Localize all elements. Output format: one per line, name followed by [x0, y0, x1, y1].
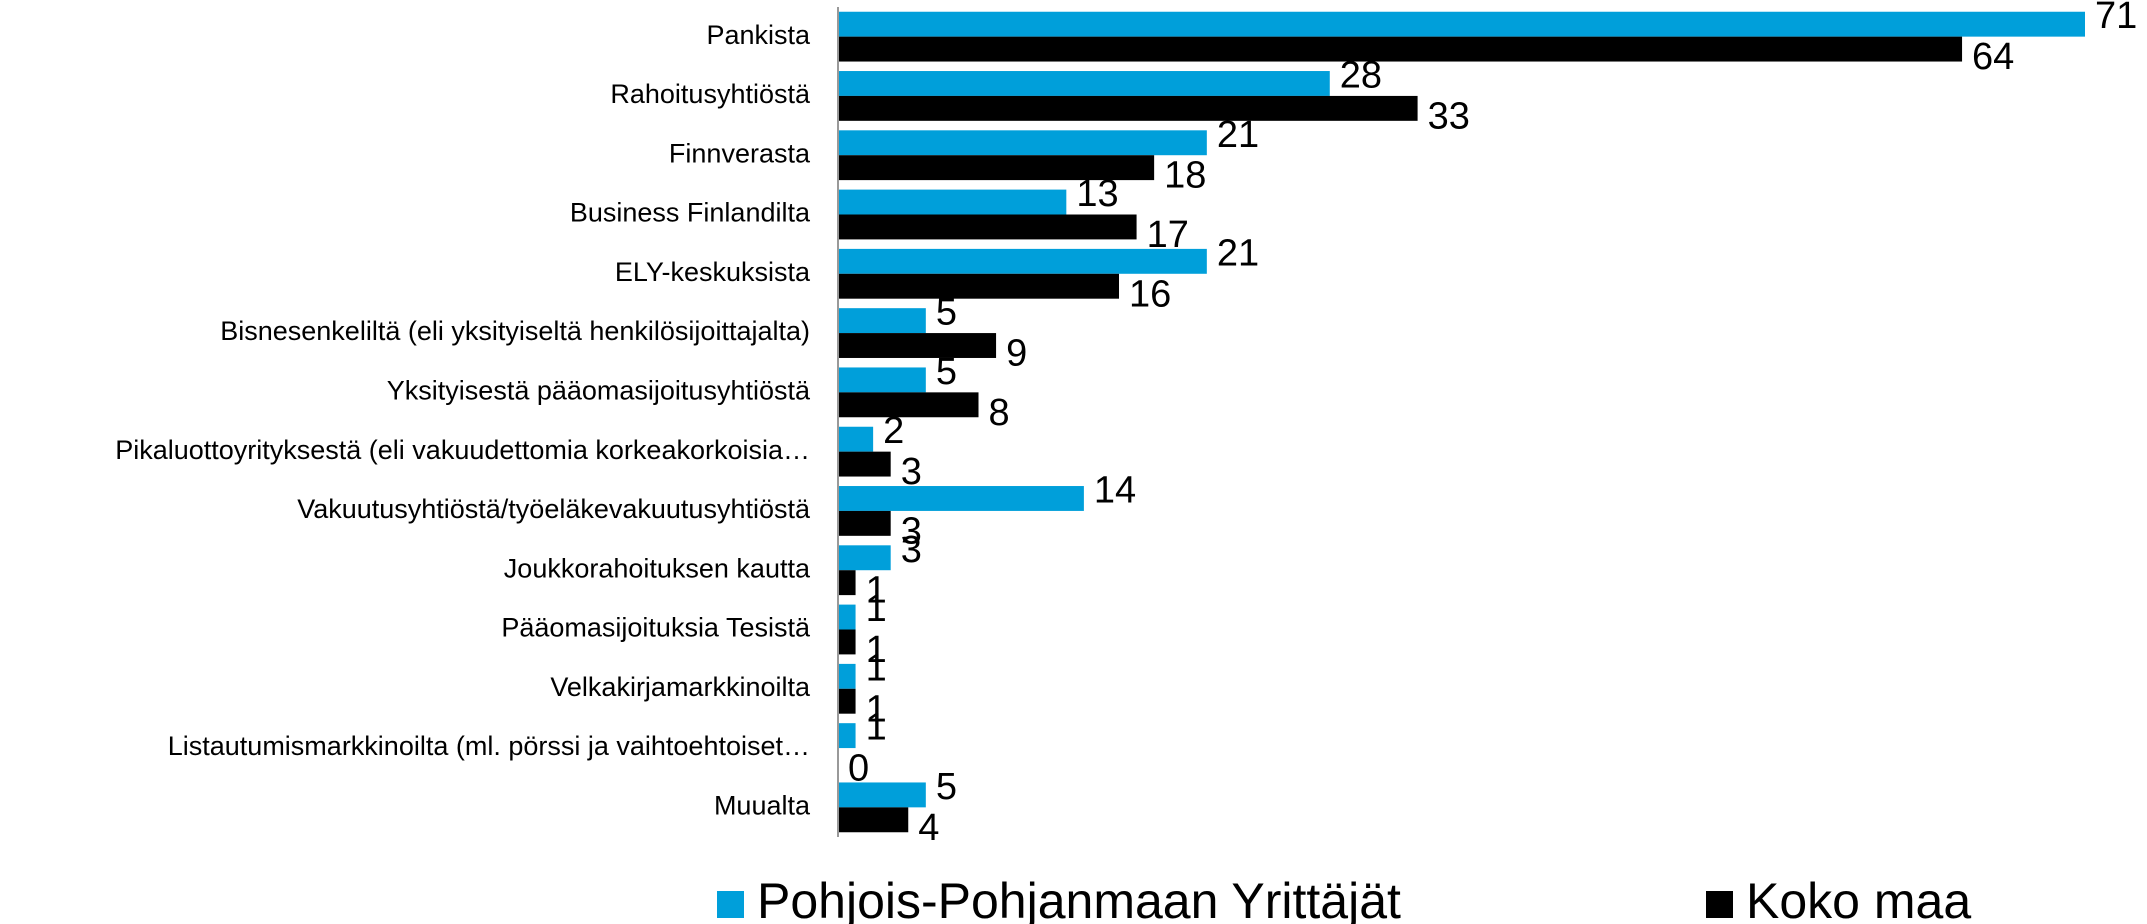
data-label: 8	[989, 392, 1010, 434]
bar	[838, 392, 979, 418]
category-label: Joukkorahoituksen kautta	[504, 553, 811, 583]
bar	[838, 570, 856, 596]
bar	[838, 95, 1418, 121]
bar	[838, 11, 2085, 37]
bar	[838, 807, 909, 833]
bar	[838, 214, 1137, 240]
data-label: 1	[866, 647, 887, 689]
bar	[838, 333, 997, 358]
data-label: 28	[1340, 55, 1382, 97]
data-label: 33	[1428, 95, 1470, 137]
bar	[838, 782, 926, 808]
data-label: 14	[1094, 470, 1136, 512]
data-label: 1	[866, 707, 887, 749]
bar	[838, 486, 1084, 511]
legend-label: Koko maa	[1746, 873, 1971, 924]
data-label: 4	[918, 807, 939, 849]
data-label: 5	[936, 292, 957, 334]
data-label: 3	[901, 451, 922, 493]
bar	[838, 189, 1067, 215]
bar	[838, 367, 926, 393]
bar	[838, 451, 891, 477]
data-label: 1	[866, 570, 887, 612]
category-label: Pankista	[706, 20, 811, 50]
bar	[838, 130, 1207, 156]
category-label: Pikaluottoyrityksestä (eli vakuudettomia…	[115, 435, 810, 465]
bar	[838, 308, 926, 334]
data-label: 2	[883, 410, 904, 452]
data-label: 5	[936, 766, 957, 808]
bar	[838, 663, 856, 689]
data-label: 3	[901, 529, 922, 571]
bar	[838, 604, 856, 630]
bar	[838, 248, 1207, 274]
category-label: ELY-keskuksista	[615, 257, 811, 287]
category-label: Rahoitusyhtiöstä	[610, 79, 811, 109]
data-label: 3	[901, 510, 922, 552]
legend-swatch	[1706, 891, 1733, 918]
category-label: Vakuutusyhtiöstä/työeläkevakuutusyhtiöst…	[297, 494, 811, 524]
bar	[838, 629, 856, 655]
bar	[838, 273, 1120, 299]
category-label: Muualta	[714, 790, 811, 820]
category-label: Finnverasta	[669, 138, 811, 168]
data-label: 16	[1129, 273, 1171, 315]
bar	[838, 36, 1963, 62]
data-label: 21	[1217, 114, 1259, 156]
bar	[838, 688, 856, 714]
data-label: 1	[866, 629, 887, 671]
category-label: Listautumismarkkinoilta (ml. pörssi ja v…	[168, 731, 810, 761]
data-label: 0	[848, 748, 869, 790]
bar	[838, 71, 1330, 96]
data-label: 13	[1076, 173, 1118, 215]
bar	[838, 723, 856, 749]
legend-swatch	[717, 891, 744, 918]
data-label: 1	[866, 588, 887, 630]
category-label: Business Finlandilta	[570, 198, 811, 228]
bar	[838, 545, 891, 571]
data-label: 64	[1972, 36, 2014, 78]
data-label: 5	[936, 351, 957, 393]
data-label: 9	[1006, 333, 1027, 375]
data-label: 18	[1164, 155, 1206, 197]
category-label: Pääomasijoituksia Tesistä	[501, 613, 811, 643]
bar	[838, 155, 1155, 181]
data-label: 1	[866, 688, 887, 730]
data-label: 21	[1217, 232, 1259, 274]
category-label: Velkakirjamarkkinoilta	[550, 672, 811, 702]
data-label: 71	[2095, 0, 2137, 37]
category-label: Bisnesenkeliltä (eli yksityiseltä henkil…	[220, 316, 810, 346]
bar	[838, 510, 891, 536]
legend-label: Pohjois-Pohjanmaan Yrittäjät	[757, 873, 1401, 924]
category-label: Yksityisestä pääomasijoitusyhtiöstä	[387, 375, 811, 405]
bar	[838, 426, 874, 452]
